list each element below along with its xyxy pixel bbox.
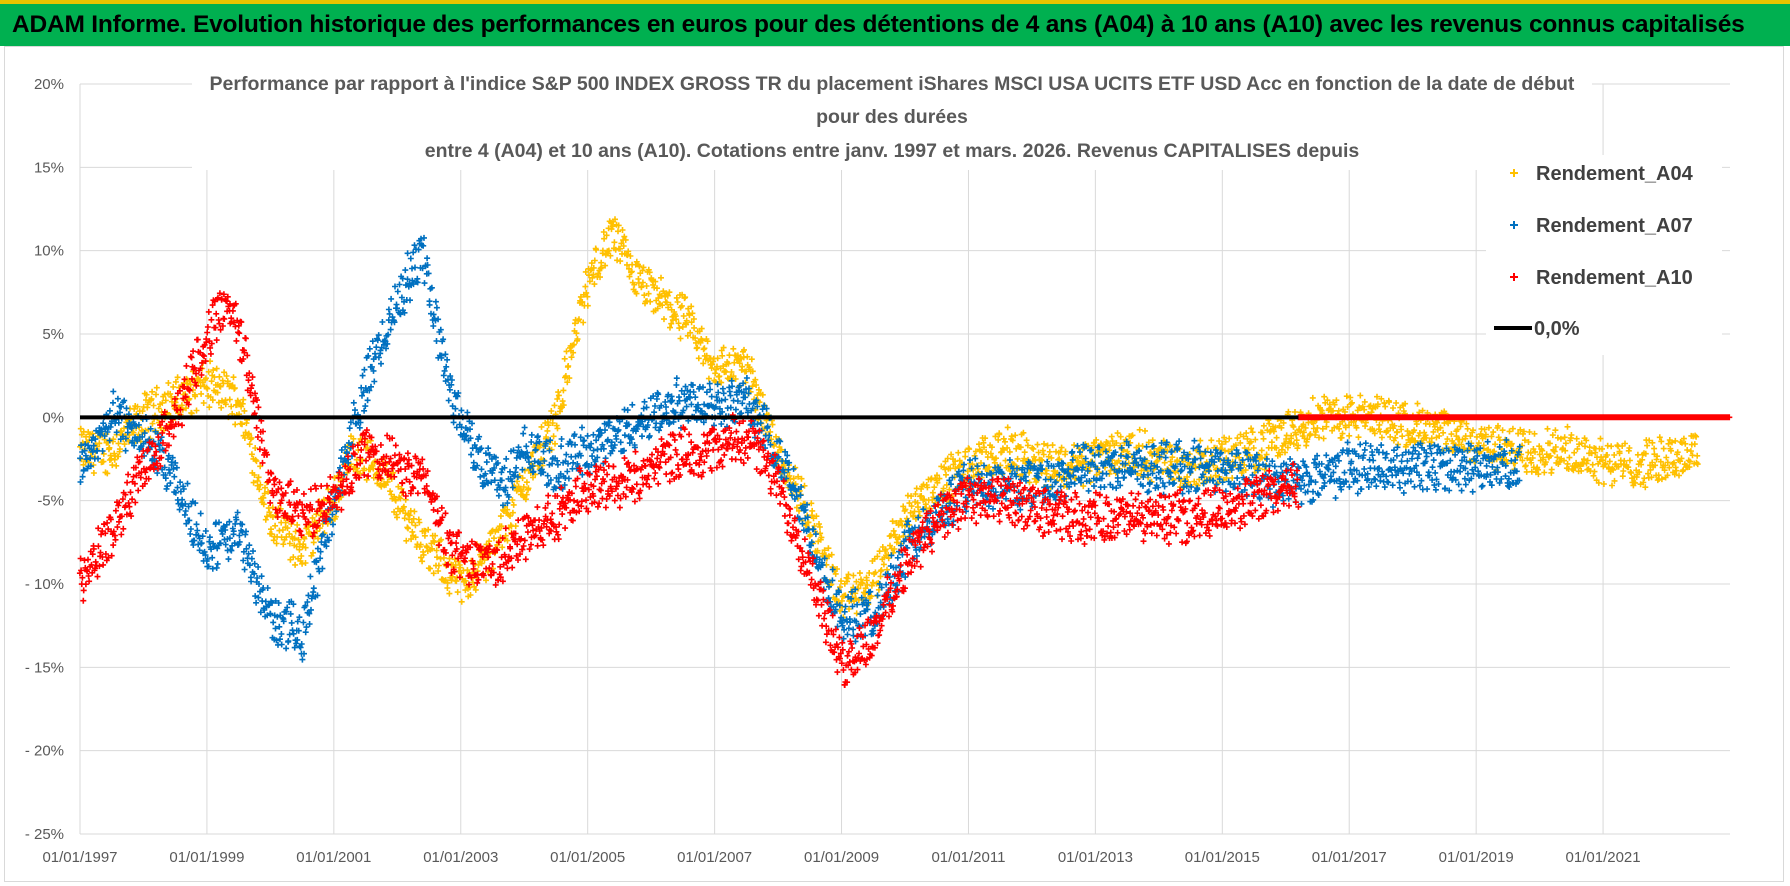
x-tick-label: 01/01/2017 [1312,849,1387,866]
y-tick-label: 0% [42,409,64,426]
y-tick-label: -5% [37,493,64,510]
x-tick-label: 01/01/2003 [423,849,498,866]
x-tick-label: 01/01/2019 [1439,849,1514,866]
x-tick-label: 01/01/2005 [550,849,625,866]
legend-background [1486,155,1722,355]
legend-marker [1510,273,1518,281]
legend-marker [1510,221,1518,229]
x-tick-label: 01/01/2009 [804,849,879,866]
x-tick-label: 01/01/1997 [42,849,117,866]
chart-title-line: pour des durées [816,106,968,128]
header-title: ADAM Informe. Evolution historique des p… [12,11,1745,38]
chart-title-line: entre 4 (A04) et 10 ans (A10). Cotations… [425,140,1360,162]
y-tick-label: 15% [34,159,64,176]
title-background [192,64,1592,170]
legend-label: Rendement_A04 [1536,163,1694,185]
series-rendement-a10 [76,290,1302,688]
legend-label: Rendement_A10 [1536,267,1693,289]
x-axis-labels: 01/01/1997 01/01/1999 01/01/2001 01/01/2003… [42,849,1640,866]
y-tick-label: 5% [42,326,64,343]
point-markers [77,234,1523,663]
series-rendement-a10-zero-segment [1295,414,1733,421]
point-markers [1295,414,1733,421]
chart-title: Performance par rapport à l'indice S&P 5… [210,73,1575,162]
legend-marker [1510,169,1518,177]
x-tick-label: 01/01/2013 [1058,849,1133,866]
chart-title-line: Performance par rapport à l'indice S&P 5… [210,73,1575,95]
point-markers [76,290,1302,688]
y-tick-label: - 15% [25,659,64,676]
legend-label: Rendement_A07 [1536,215,1693,237]
y-tick-label: 20% [34,76,64,93]
series-rendement-a07 [77,234,1523,663]
x-tick-label: 01/01/2015 [1185,849,1260,866]
legend-label: 0,0% [1534,318,1580,340]
y-tick-label: 10% [34,243,64,260]
chart-frame [4,46,1784,882]
legend: Rendement_A04 Rendement_A07 Rendement_A10 0… [1486,155,1722,355]
x-tick-label: 01/01/2011 [931,849,1005,866]
header-bar: ADAM Informe. Evolution historique des p… [0,0,1790,46]
x-tick-label: 01/01/2001 [296,849,371,866]
data-points [76,216,1733,688]
title-background-rect [192,64,1592,170]
y-axis-labels: - 25% - 20% - 15% - 10% -5% 0% 5% 10% 15% 20% [25,76,64,843]
x-tick-label: 01/01/1999 [169,849,244,866]
y-tick-label: - 10% [25,576,64,593]
y-tick-label: - 20% [25,743,64,760]
y-tick-label: - 25% [25,826,64,843]
x-tick-label: 01/01/2021 [1566,849,1641,866]
x-tick-label: 01/01/2007 [677,849,752,866]
